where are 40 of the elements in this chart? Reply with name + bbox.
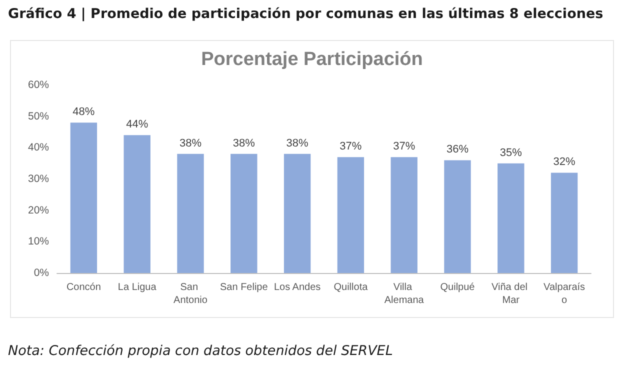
data-label: 32% bbox=[553, 156, 576, 168]
chart-subtitle: Porcentaje Participación bbox=[201, 49, 423, 70]
data-label: 48% bbox=[72, 106, 95, 118]
text: Nota: Confección propia con datos obtenidos del SERVEL bbox=[8, 343, 393, 359]
bar bbox=[230, 154, 258, 273]
bar bbox=[498, 163, 524, 273]
data-label: 38% bbox=[179, 137, 202, 150]
bar bbox=[550, 172, 578, 273]
x-tick-label: Valparaíso bbox=[544, 282, 586, 306]
chart-title: Gráfico 4 | Promedio de participación por comunas en las últimas 8 elecciones bbox=[8, 6, 604, 22]
bar bbox=[177, 154, 204, 273]
y-tick-label: 40% bbox=[28, 142, 49, 154]
y-tick-label: 20% bbox=[28, 204, 49, 216]
data-label: 36% bbox=[446, 144, 469, 156]
y-tick-label: 60% bbox=[28, 79, 49, 91]
x-tick-label: Villa Alemana bbox=[384, 282, 424, 306]
x-tick-label: Concón bbox=[66, 282, 101, 293]
bar bbox=[70, 122, 98, 273]
data-label: 35% bbox=[500, 146, 522, 159]
bar bbox=[337, 157, 364, 273]
x-tick-label: Viña del Mar bbox=[492, 282, 530, 306]
x-tick-label: Quilpué bbox=[440, 282, 476, 293]
y-tick-label: 0% bbox=[34, 267, 49, 279]
x-tick-label: San Antonio bbox=[174, 282, 208, 306]
x-tick-label: Los Andes bbox=[274, 282, 321, 293]
bar bbox=[444, 160, 471, 273]
bar bbox=[124, 135, 150, 273]
bar bbox=[390, 157, 418, 273]
y-tick-label: 30% bbox=[28, 173, 49, 185]
data-label: 38% bbox=[286, 137, 309, 150]
data-label: 37% bbox=[340, 140, 362, 153]
x-tick-label: La Ligua bbox=[118, 282, 157, 293]
data-label: 38% bbox=[232, 137, 256, 150]
x-tick-label: Quillota bbox=[334, 282, 368, 293]
y-tick-label: 50% bbox=[28, 110, 49, 122]
x-tick-label: San Felipe bbox=[220, 282, 268, 293]
y-tick-label: 10% bbox=[28, 236, 49, 248]
data-label: 44% bbox=[126, 118, 148, 131]
bar bbox=[284, 154, 311, 273]
data-label: 37% bbox=[393, 140, 416, 153]
